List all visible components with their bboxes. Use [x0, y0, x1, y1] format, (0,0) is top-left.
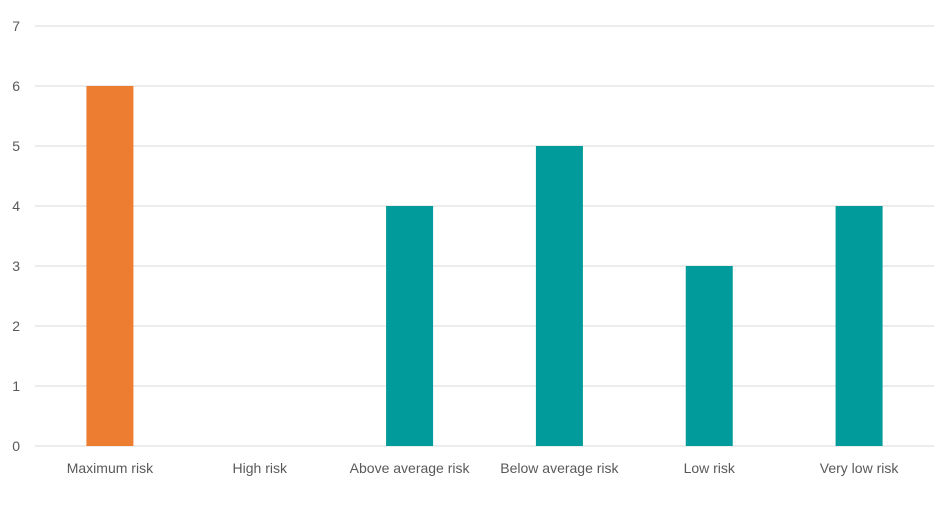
x-tick-label: Very low risk: [820, 460, 900, 476]
gridlines: [35, 25, 934, 447]
bar-above-average-risk: [386, 206, 434, 446]
bar-low-risk: [685, 266, 733, 446]
y-axis-tick-labels: 0 1 2 3 4 5 6 7: [12, 18, 20, 454]
y-tick-label: 6: [12, 78, 20, 94]
y-tick-label: 0: [12, 438, 20, 454]
y-tick-label: 1: [12, 378, 20, 394]
x-tick-label: Above average risk: [350, 460, 471, 476]
y-tick-label: 5: [12, 138, 20, 154]
x-tick-label: High risk: [233, 460, 288, 476]
y-tick-label: 3: [12, 258, 20, 274]
x-tick-label: Low risk: [684, 460, 736, 476]
y-tick-label: 2: [12, 318, 20, 334]
bar-very-low-risk: [835, 206, 883, 446]
bar-maximum-risk: [86, 86, 134, 446]
x-tick-label: Maximum risk: [67, 460, 154, 476]
bar-below-average-risk: [535, 146, 583, 446]
y-tick-label: 7: [12, 18, 20, 34]
x-axis-tick-labels: Maximum risk High risk Above average risk B…: [67, 460, 900, 476]
x-tick-label: Below average risk: [500, 460, 619, 476]
y-tick-label: 4: [12, 198, 20, 214]
bars: [86, 86, 883, 446]
